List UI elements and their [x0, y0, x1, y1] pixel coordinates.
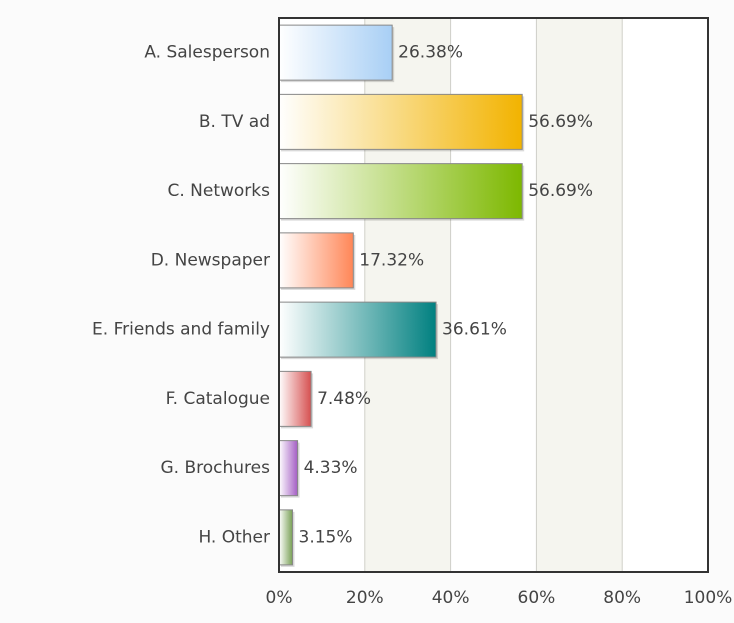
bar — [278, 24, 393, 81]
x-tick-label: 20% — [346, 588, 384, 608]
bar — [278, 509, 294, 566]
x-tick-label: 60% — [518, 588, 556, 608]
plot-stripe — [536, 18, 623, 572]
x-tick-label: 0% — [266, 588, 293, 608]
plot-border — [278, 17, 709, 573]
category-label: E. Friends and family — [92, 320, 270, 340]
value-label: 56.69% — [528, 112, 593, 132]
bar — [278, 232, 354, 289]
category-label: D. Newspaper — [151, 250, 270, 270]
category-label: F. Catalogue — [166, 389, 270, 409]
value-label: 36.61% — [442, 320, 507, 340]
category-label: B. TV ad — [199, 112, 270, 132]
value-label: 17.32% — [359, 250, 424, 270]
category-label: G. Brochures — [161, 458, 271, 478]
x-tick-label: 100% — [684, 588, 733, 608]
value-label: 26.38% — [398, 43, 463, 63]
value-label: 56.69% — [528, 181, 593, 201]
category-label: H. Other — [198, 527, 270, 547]
bar — [278, 93, 523, 150]
bar — [278, 440, 299, 497]
value-label: 7.48% — [317, 389, 371, 409]
x-tick-label: 80% — [603, 588, 641, 608]
value-label: 4.33% — [304, 458, 358, 478]
bar — [278, 370, 312, 427]
bar — [278, 163, 523, 220]
category-label: A. Salesperson — [144, 43, 270, 63]
value-label: 3.15% — [299, 527, 353, 547]
x-tick-label: 40% — [432, 588, 470, 608]
category-label: C. Networks — [167, 181, 270, 201]
bar — [278, 301, 437, 358]
